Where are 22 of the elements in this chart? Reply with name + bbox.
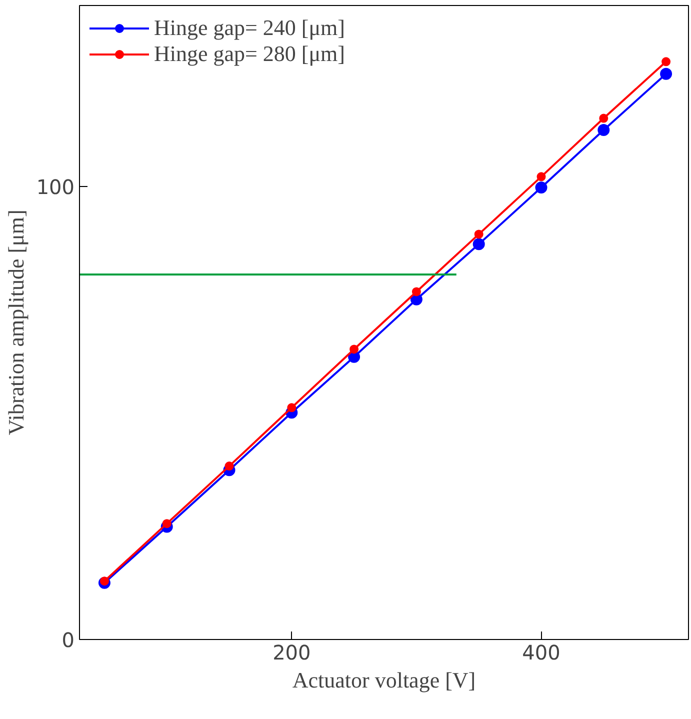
x-tick-label: 200 — [272, 640, 311, 664]
y-tick-label: 0 — [62, 628, 75, 652]
legend-label: Hinge gap= 240 [μm] — [154, 15, 345, 41]
y-tick-label: 100 — [36, 175, 75, 200]
legend-label: Hinge gap= 280 [μm] — [154, 41, 345, 67]
point — [660, 68, 672, 80]
point — [536, 172, 546, 182]
point — [162, 519, 172, 528]
point — [662, 57, 671, 66]
point — [472, 238, 485, 250]
point — [598, 124, 610, 136]
point — [224, 462, 234, 471]
point — [350, 344, 359, 354]
point — [100, 576, 109, 586]
point — [474, 230, 484, 239]
y-axis-title: Vibration amplitude [μm] — [3, 210, 28, 436]
point — [535, 182, 548, 194]
point — [599, 114, 608, 123]
point — [412, 287, 421, 296]
x-axis-title: Actuator voltage [V] — [292, 668, 476, 692]
x-tick-label: 400 — [522, 640, 560, 664]
point — [287, 403, 296, 412]
